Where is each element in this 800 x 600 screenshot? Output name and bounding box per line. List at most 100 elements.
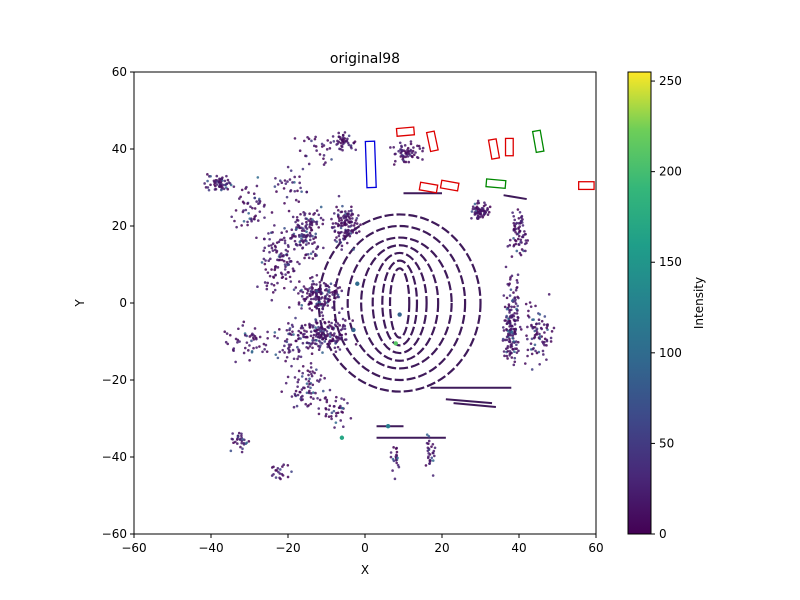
data-point <box>346 137 349 141</box>
data-point <box>329 282 333 286</box>
data-point <box>286 475 290 479</box>
data-point <box>309 392 313 395</box>
data-point <box>280 231 284 234</box>
highlight-point <box>339 435 345 440</box>
data-point <box>478 212 481 216</box>
data-point <box>287 322 290 325</box>
scan-ring <box>388 267 411 339</box>
data-point <box>270 282 273 286</box>
data-point <box>351 231 354 234</box>
data-point <box>215 174 219 178</box>
data-point <box>322 303 326 307</box>
data-point <box>300 324 304 328</box>
data-point <box>223 179 227 183</box>
data-point <box>308 326 312 329</box>
data-point <box>209 175 212 178</box>
data-point <box>319 292 323 296</box>
data-point <box>225 332 229 335</box>
data-point <box>299 289 302 293</box>
data-point <box>253 217 256 221</box>
data-point <box>508 328 512 332</box>
data-point <box>284 359 287 363</box>
data-point <box>396 463 400 467</box>
data-point <box>309 276 312 280</box>
data-point <box>534 349 537 353</box>
data-point <box>309 402 313 406</box>
data-point <box>415 155 419 159</box>
data-point <box>306 289 310 293</box>
data-point <box>518 210 522 214</box>
data-point <box>534 304 537 308</box>
data-point <box>304 243 308 246</box>
data-point <box>287 351 291 354</box>
data-point <box>322 163 326 166</box>
data-point <box>293 376 297 379</box>
data-point <box>236 442 239 445</box>
data-point <box>331 293 334 296</box>
data-point <box>421 146 425 150</box>
data-point <box>312 324 315 327</box>
data-point <box>533 343 537 347</box>
data-point <box>311 234 314 238</box>
data-point <box>540 319 544 323</box>
scan-segment <box>453 402 496 408</box>
data-point <box>240 450 244 454</box>
data-point <box>502 294 506 297</box>
data-point <box>508 294 512 297</box>
data-point <box>347 134 351 138</box>
data-point <box>301 326 305 330</box>
data-point <box>288 332 292 336</box>
data-point <box>433 446 437 450</box>
data-point <box>400 144 403 148</box>
data-point <box>526 337 529 341</box>
data-point <box>280 252 283 255</box>
data-point <box>394 152 397 156</box>
data-point <box>473 207 477 211</box>
data-point <box>550 330 554 333</box>
data-point <box>306 385 310 388</box>
data-point <box>281 465 284 468</box>
data-point <box>516 318 520 322</box>
data-point <box>265 287 269 291</box>
data-point <box>483 201 486 204</box>
data-point <box>315 339 318 342</box>
data-point <box>507 303 511 306</box>
data-point <box>337 234 341 238</box>
data-point <box>294 286 298 289</box>
data-point <box>226 342 230 346</box>
colorbar-tick-label: 100 <box>659 346 682 360</box>
data-point <box>236 341 239 344</box>
data-point <box>274 353 278 356</box>
data-point <box>236 338 240 342</box>
data-point <box>513 356 517 360</box>
data-point <box>264 343 268 347</box>
data-point <box>288 178 292 181</box>
data-point <box>510 356 514 359</box>
data-point <box>282 187 286 190</box>
data-point <box>310 283 314 286</box>
data-point <box>250 350 254 353</box>
data-point <box>305 223 309 226</box>
data-point <box>303 213 306 217</box>
data-point <box>318 398 322 402</box>
data-point <box>508 350 512 353</box>
data-point <box>214 187 218 191</box>
data-point <box>247 211 250 215</box>
data-point <box>258 335 262 339</box>
data-point <box>538 313 542 316</box>
data-point <box>273 331 277 334</box>
data-point <box>349 214 353 217</box>
data-point <box>229 449 233 453</box>
data-point <box>241 438 245 441</box>
data-point <box>512 291 515 294</box>
data-point <box>302 285 306 288</box>
data-point <box>337 194 341 198</box>
data-point <box>508 339 512 342</box>
data-point <box>320 335 323 338</box>
data-point <box>526 314 530 317</box>
data-point <box>346 401 349 405</box>
data-point <box>308 238 312 242</box>
data-point <box>280 272 284 276</box>
data-point <box>326 342 329 346</box>
data-point <box>310 323 313 327</box>
